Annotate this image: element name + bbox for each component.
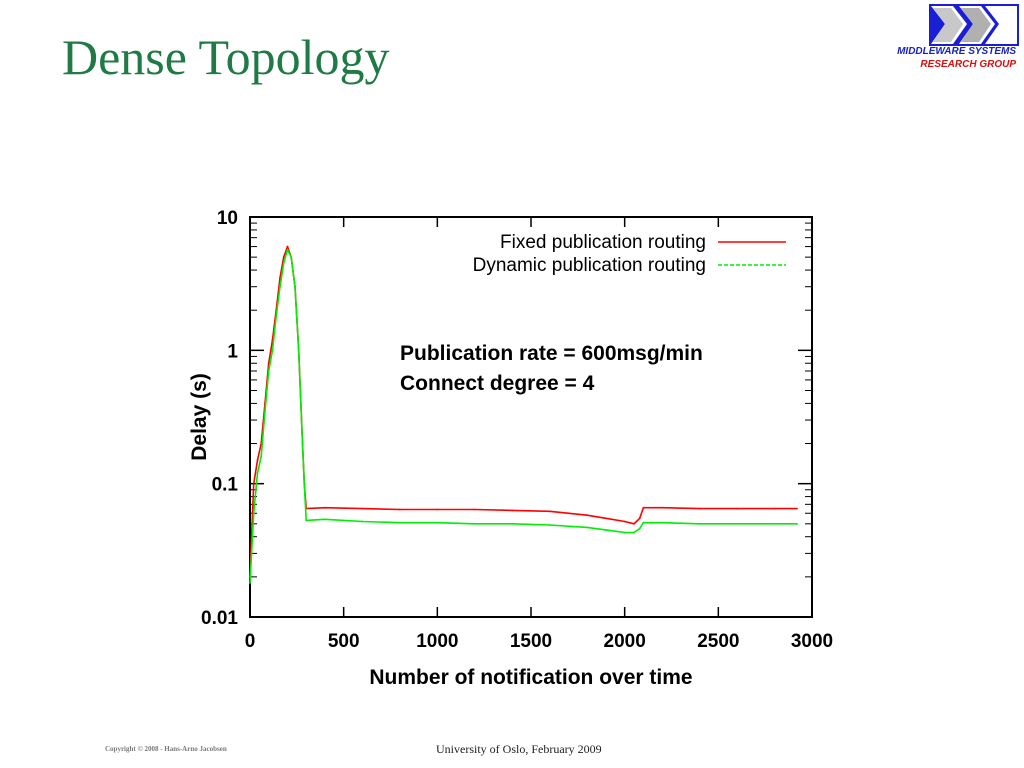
data-point — [605, 517, 607, 520]
slide-title: Dense Topology — [62, 29, 390, 85]
data-point — [279, 276, 281, 279]
legend-label: Dynamic publication routing — [473, 255, 706, 276]
data-point — [271, 349, 274, 352]
data-point — [548, 510, 551, 513]
x-tick-label: 3000 — [791, 631, 833, 652]
annotations: Publication rate = 600msg/min Connect deg… — [400, 342, 703, 395]
x-tick-label: 2000 — [604, 631, 646, 652]
x-tick-label: 0 — [245, 631, 256, 652]
data-point — [623, 531, 626, 534]
footer-venue-date: University of Oslo, February 2009 — [436, 742, 602, 756]
y-tick-label: 1 — [227, 341, 238, 362]
data-point — [267, 362, 270, 365]
y-tick-label: 0.01 — [201, 608, 238, 629]
data-point — [252, 512, 255, 515]
data-point — [698, 522, 701, 525]
data-point — [642, 506, 645, 509]
data-point — [256, 459, 259, 462]
data-point — [286, 245, 289, 248]
data-point — [511, 509, 514, 512]
data-point — [436, 508, 439, 511]
data-point — [548, 524, 551, 526]
x-tick-label: 1000 — [416, 631, 458, 652]
annotation-text: Connect degree = 4 — [400, 372, 595, 395]
y-tick-label: 0.1 — [212, 475, 239, 496]
data-point — [324, 506, 326, 509]
msrg-logo-icon — [929, 4, 1019, 46]
data-point — [623, 520, 626, 523]
data-point — [279, 285, 281, 288]
logo-text-line2: RESEARCH GROUP — [920, 59, 1016, 70]
delay-line-chart: 0 500 1000 1500 2000 2500 3000 0.01 0.1 1 10 Number… — [188, 208, 833, 689]
data-point — [264, 410, 266, 413]
legend-label: Fixed publication routing — [500, 232, 706, 253]
data-point — [638, 517, 641, 520]
y-axis-label: Delay (s) — [188, 373, 211, 461]
data-point — [252, 482, 255, 485]
data-point — [294, 285, 296, 288]
x-tick-label: 2500 — [697, 631, 739, 652]
annotation-text: Publication rate = 600msg/min — [400, 342, 703, 365]
data-point — [698, 507, 701, 510]
data-point — [361, 507, 364, 510]
data-point — [633, 531, 635, 534]
data-point — [260, 455, 263, 458]
data-point — [286, 248, 289, 251]
data-point — [796, 522, 798, 525]
data-point — [796, 507, 798, 510]
data-point — [473, 508, 476, 511]
data-point — [586, 514, 589, 517]
data-point — [282, 262, 285, 265]
data-point — [736, 522, 738, 525]
data-point — [249, 582, 251, 584]
data-point — [398, 508, 401, 511]
data-point — [301, 442, 304, 445]
x-tick-label: 500 — [328, 631, 360, 652]
data-point — [436, 521, 439, 524]
data-point — [398, 521, 401, 524]
data-point — [773, 507, 776, 510]
data-point — [638, 527, 641, 530]
x-axis-label: Number of notification over time — [369, 666, 692, 689]
data-point — [290, 256, 293, 259]
data-point — [773, 522, 776, 525]
plot-frame — [249, 216, 813, 618]
x-tick-label: 1500 — [510, 631, 552, 652]
data-point — [305, 519, 308, 522]
data-point — [303, 482, 306, 485]
data-point — [511, 522, 514, 525]
data-point — [267, 370, 270, 372]
research-group-logo: MIDDLEWARE SYSTEMS RESEARCH GROUP — [868, 4, 1020, 74]
data-point — [633, 522, 635, 525]
data-point — [642, 521, 645, 524]
series-lines — [249, 245, 798, 584]
data-point — [297, 349, 300, 352]
data-point — [282, 256, 285, 259]
data-point — [605, 529, 607, 531]
axes: 0 500 1000 1500 2000 2500 3000 0.01 0.1 1 10 Number… — [188, 208, 833, 689]
data-point — [736, 507, 738, 510]
data-point — [324, 518, 326, 521]
footer-copyright: Copyright © 2008 - Hans-Arno Jacobsen — [105, 745, 227, 753]
data-point — [473, 522, 476, 525]
data-point — [361, 520, 364, 523]
data-point — [275, 315, 278, 318]
logo-text-line1: MIDDLEWARE SYSTEMS — [897, 46, 1016, 57]
y-tick-label: 10 — [217, 208, 238, 229]
data-point — [661, 506, 664, 509]
series-line-dynamic-routing — [249, 248, 797, 584]
series-line-fixed-routing — [249, 245, 797, 577]
data-point — [256, 472, 259, 475]
data-point — [661, 521, 664, 524]
data-point — [586, 526, 589, 529]
